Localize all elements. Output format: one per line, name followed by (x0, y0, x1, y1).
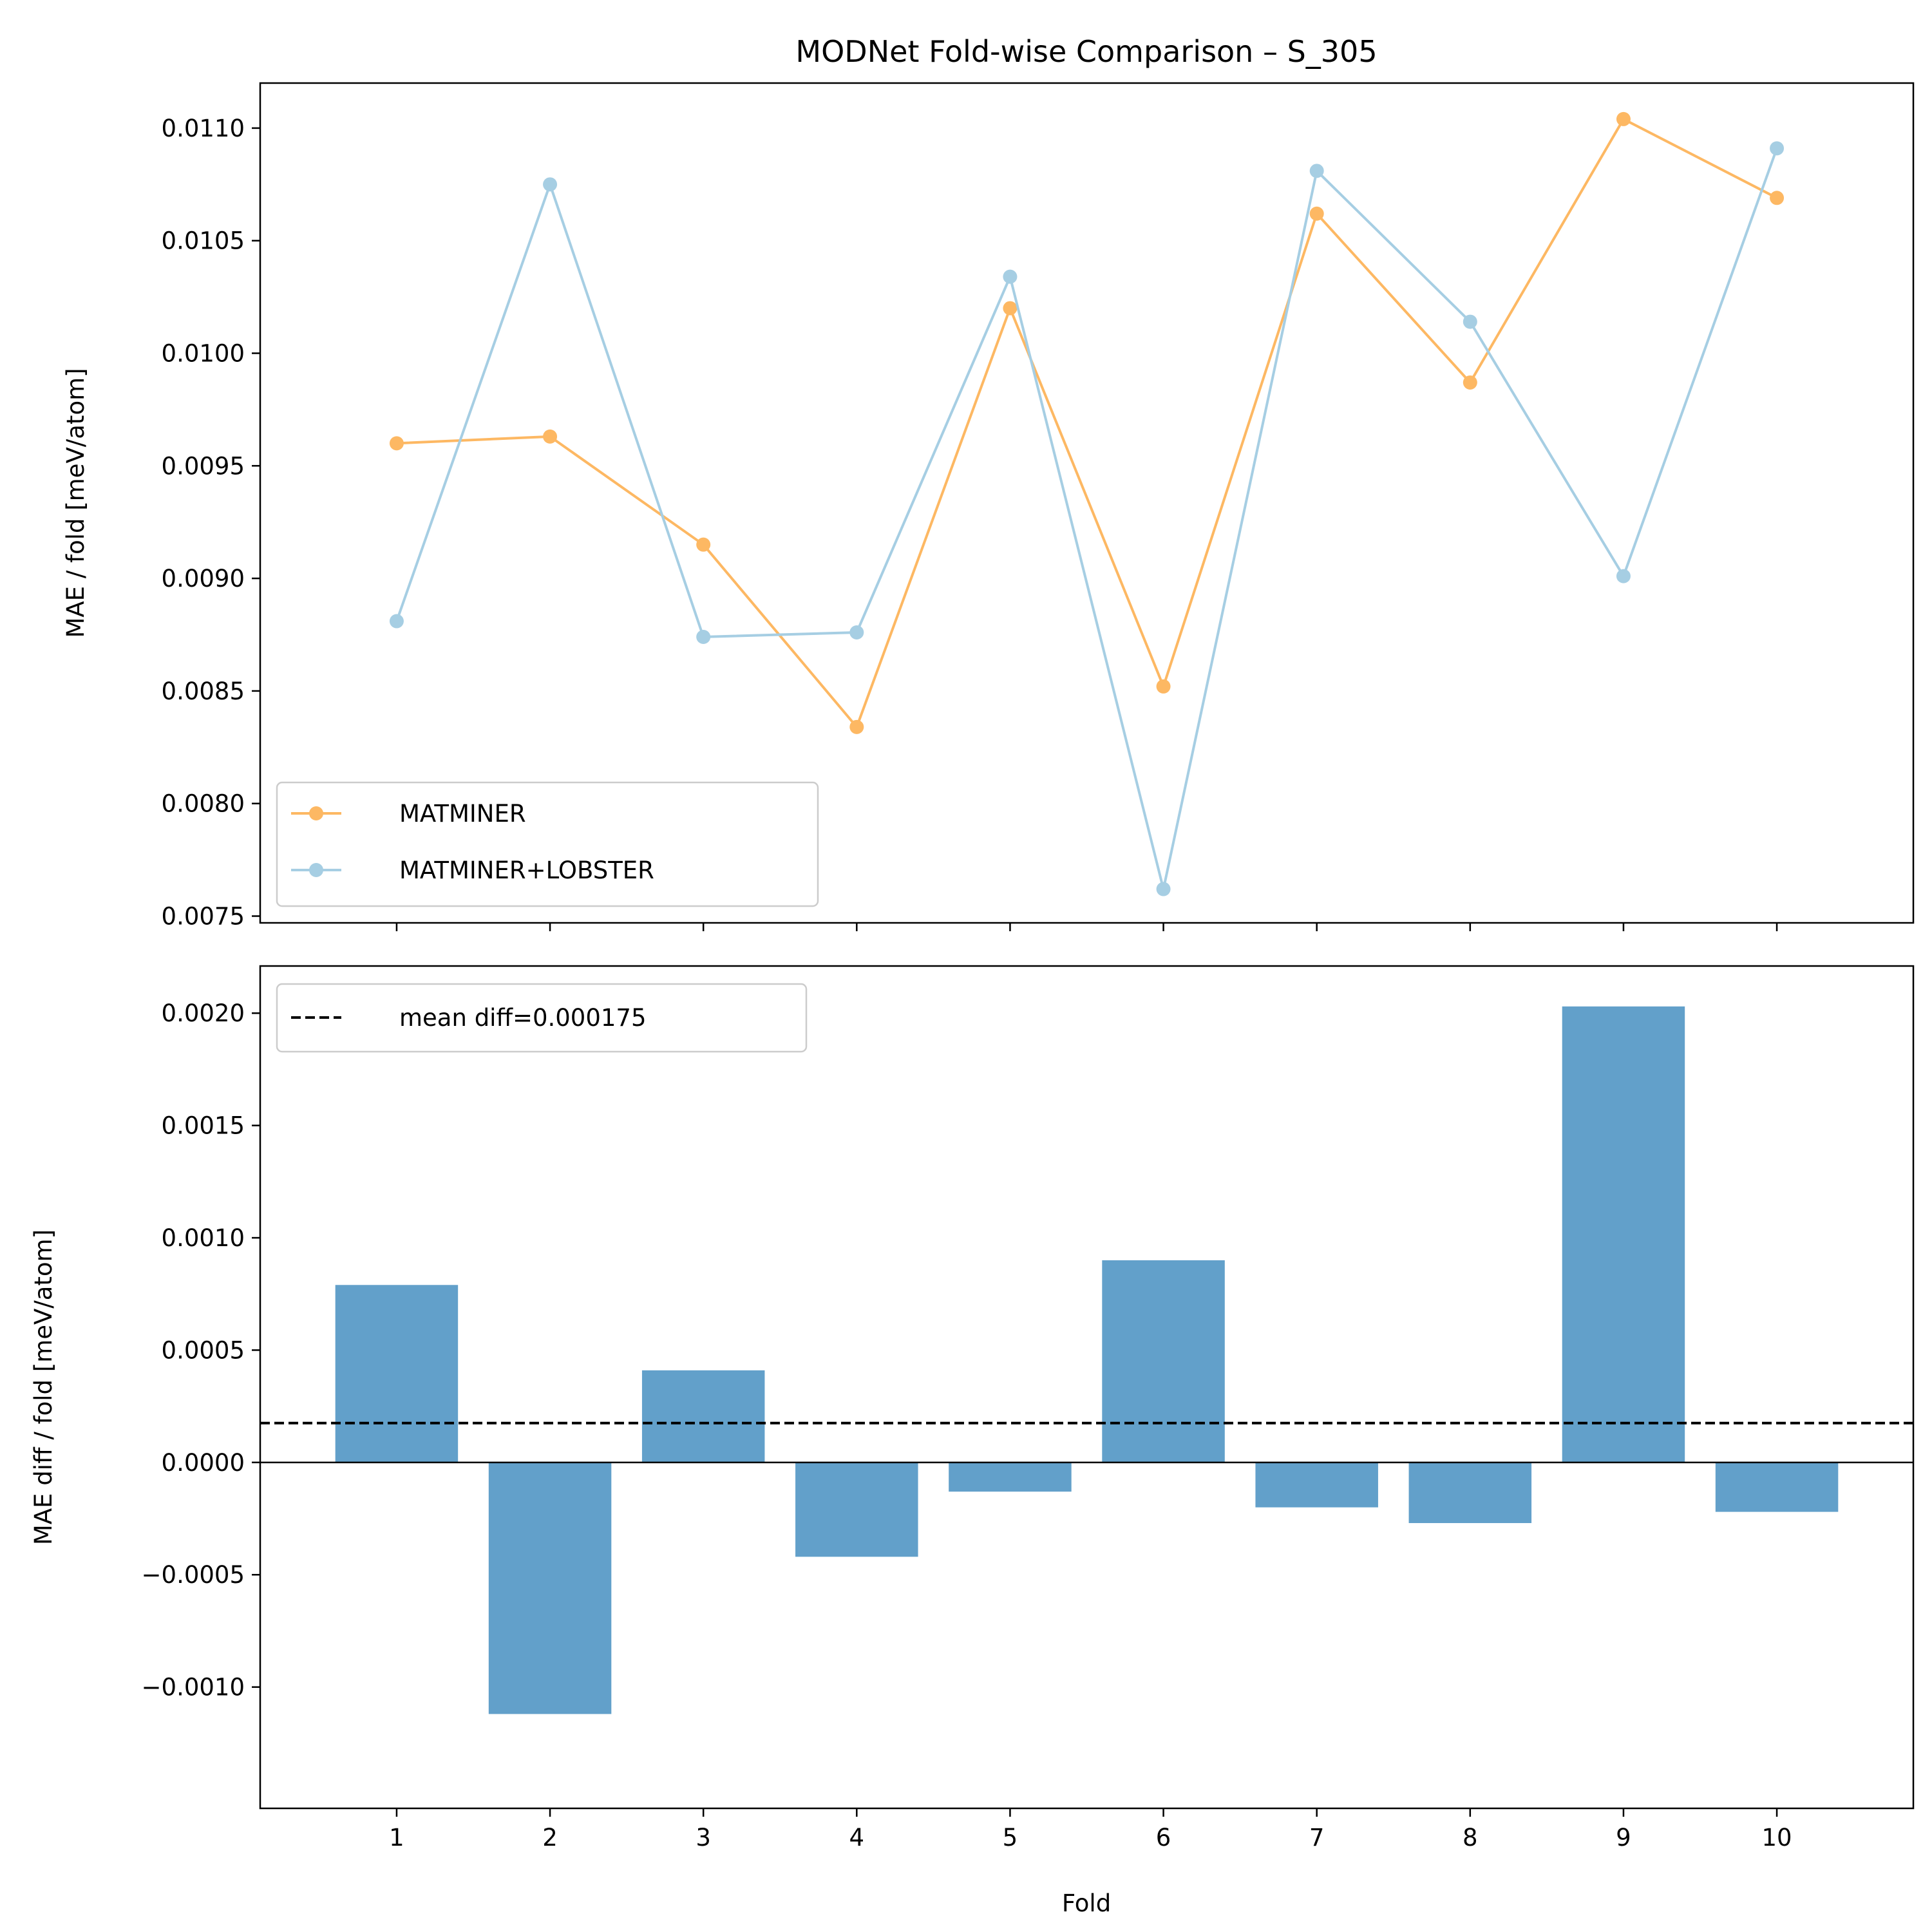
x-axis-label: Fold (1062, 1889, 1111, 1917)
data-point (1770, 141, 1785, 156)
x-tick-label: 7 (1309, 1824, 1325, 1852)
y-tick-label: 0.0090 (162, 565, 245, 592)
data-point (389, 436, 404, 451)
bottom-axes-frame (259, 965, 1915, 1810)
data-point (1003, 301, 1018, 316)
data-point (849, 625, 864, 640)
x-tick-label: 8 (1463, 1824, 1478, 1852)
data-point (696, 537, 711, 552)
data-point (849, 719, 864, 734)
x-tick-label: 1 (389, 1824, 404, 1852)
x-tick-label: 3 (696, 1824, 711, 1852)
data-point (1309, 206, 1324, 221)
y-tick-label: 0.0095 (162, 452, 245, 480)
data-point (1156, 679, 1171, 694)
series-line-1 (396, 117, 1777, 730)
data-point (1770, 191, 1785, 205)
legend-label: mean diff=0.000175 (399, 1004, 647, 1032)
top-axes-frame (259, 82, 1915, 924)
bar-fold-10 (1715, 1462, 1839, 1512)
y-tick-label: 0.0075 (162, 903, 245, 931)
bar-fold-3 (641, 1370, 765, 1463)
bottom-y-axis-label: MAE diff / fold [meV/atom] (30, 1229, 57, 1545)
x-tick-label: 5 (1003, 1824, 1018, 1852)
data-point (1309, 164, 1324, 178)
series-line-2 (395, 147, 1778, 890)
data-point (696, 630, 711, 645)
x-tick-label: 6 (1156, 1824, 1171, 1852)
y-tick-label: −0.0005 (142, 1561, 245, 1589)
legend: MATMINER MATMINER+LOBSTER (276, 781, 819, 907)
data-point (1003, 269, 1018, 284)
bar-fold-5 (949, 1462, 1072, 1492)
y-tick-label: 0.0105 (162, 227, 245, 255)
y-tick-label: 0.0110 (162, 115, 245, 142)
data-point (1616, 569, 1631, 583)
x-tick-label: 9 (1616, 1824, 1631, 1852)
bar-fold-9 (1562, 1006, 1685, 1463)
y-tick-label: 0.0015 (162, 1112, 245, 1140)
bar-fold-4 (795, 1462, 918, 1557)
y-tick-label: 0.0085 (162, 677, 245, 705)
chart-title: MODNet Fold-wise Comparison – S_305 (795, 34, 1377, 69)
data-point (1463, 375, 1477, 390)
bar-fold-8 (1408, 1462, 1532, 1524)
y-tick-label: 0.0010 (162, 1224, 245, 1252)
data-point (1156, 882, 1171, 896)
legend-marker (309, 806, 323, 820)
data-point (1463, 314, 1477, 329)
data-point (543, 429, 558, 444)
y-tick-label: 0.0100 (162, 340, 245, 368)
x-tick-label: 2 (542, 1824, 558, 1852)
y-tick-label: −0.0010 (142, 1674, 245, 1701)
legend: mean diff=0.000175 (276, 983, 808, 1053)
x-tick-label: 10 (1762, 1824, 1792, 1852)
y-tick-label: 0.0000 (162, 1449, 245, 1477)
legend-label: MATMINER (399, 800, 526, 828)
bar-fold-7 (1255, 1462, 1378, 1508)
y-tick-label: 0.0005 (162, 1336, 245, 1364)
data-point (389, 614, 404, 629)
bar-fold-1 (335, 1285, 459, 1463)
legend-marker (309, 863, 323, 877)
bar-fold-2 (488, 1462, 612, 1714)
data-point (1616, 111, 1631, 126)
x-tick-label: 4 (849, 1824, 865, 1852)
legend-label: MATMINER+LOBSTER (399, 857, 654, 884)
bar-fold-6 (1102, 1260, 1225, 1463)
data-point (543, 177, 558, 192)
top-y-axis-label: MAE / fold [meV/atom] (62, 368, 90, 638)
y-tick-label: 0.0080 (162, 790, 245, 818)
y-tick-label: 0.0020 (162, 999, 245, 1027)
